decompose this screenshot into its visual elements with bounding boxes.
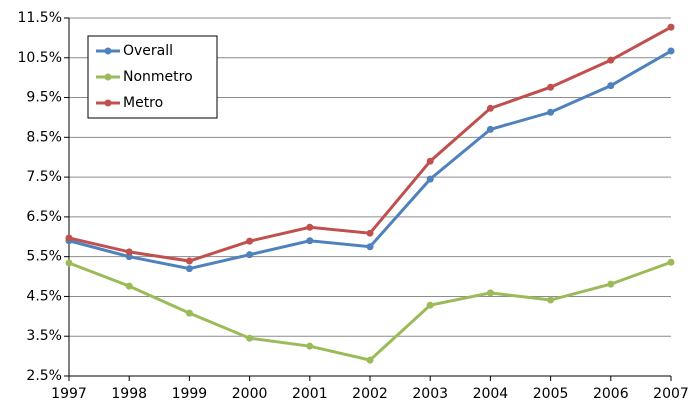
series-line [68, 260, 672, 362]
data-point [306, 223, 314, 231]
data-point [185, 257, 193, 265]
data-point [547, 296, 555, 304]
x-tick-label: 2005 [533, 386, 569, 402]
data-point [486, 104, 494, 112]
y-tick-label: 4.5% [26, 288, 62, 304]
y-tick-label: 10.5% [18, 50, 62, 66]
x-tick-label: 2006 [593, 386, 629, 402]
data-point [125, 282, 133, 290]
data-point [547, 108, 555, 116]
legend-label: Metro [123, 95, 163, 111]
data-point [486, 289, 494, 297]
x-tick-label: 2000 [232, 386, 268, 402]
x-tick-label: 1998 [111, 386, 147, 402]
data-point [246, 334, 254, 342]
data-point [65, 259, 73, 267]
data-point [426, 157, 434, 165]
x-tick-label: 2003 [412, 386, 448, 402]
y-tick-label: 3.5% [26, 328, 62, 344]
legend-label: Nonmetro [123, 69, 193, 85]
data-point [246, 251, 254, 259]
legend: Overall Nonmetro Metro [87, 35, 218, 119]
data-point [306, 237, 314, 245]
data-point [486, 125, 494, 133]
x-tick-label: 2001 [292, 386, 328, 402]
data-point [426, 301, 434, 309]
legend-marker [104, 73, 112, 81]
data-point [607, 82, 615, 90]
data-point [366, 229, 374, 237]
data-point [65, 234, 73, 242]
data-point [607, 280, 615, 288]
data-point [246, 237, 254, 245]
data-point [667, 258, 675, 266]
legend-marker [104, 99, 112, 107]
data-point [426, 175, 434, 183]
data-point [185, 265, 193, 273]
data-point [366, 243, 374, 251]
x-tick-label: 2004 [473, 386, 509, 402]
data-point [125, 248, 133, 256]
data-point [366, 356, 374, 364]
data-point [607, 56, 615, 64]
x-tick-label: 2002 [352, 386, 388, 402]
data-point [185, 309, 193, 317]
x-tick-label: 1997 [51, 386, 87, 402]
data-point [667, 47, 675, 55]
y-tick-label: 9.5% [26, 90, 62, 106]
legend-marker [104, 47, 112, 55]
y-tick-label: 7.5% [26, 169, 62, 185]
data-point [306, 342, 314, 350]
x-tick-label: 1999 [172, 386, 208, 402]
data-point [547, 83, 555, 91]
x-tick-label: 2007 [653, 386, 689, 402]
data-point [667, 23, 675, 31]
y-tick-label: 11.5% [18, 10, 62, 26]
y-tick-label: 8.5% [26, 129, 62, 145]
legend-label: Overall [123, 43, 173, 59]
y-tick-label: 5.5% [26, 249, 62, 265]
y-tick-label: 2.5% [26, 368, 62, 384]
y-tick-label: 6.5% [26, 209, 62, 225]
